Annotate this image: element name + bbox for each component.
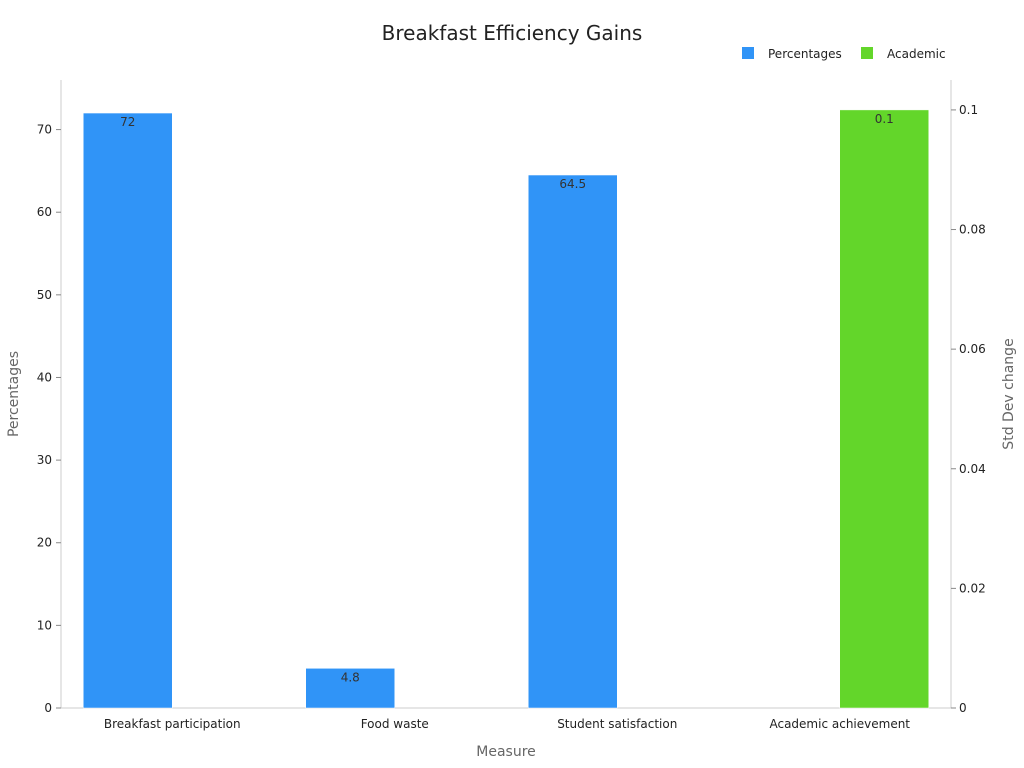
bar-data-label: 64.5 — [559, 177, 586, 191]
category-label: Academic achievement — [769, 717, 910, 731]
left-tick-label: 70 — [37, 123, 52, 137]
left-axis-ticks: 0 10 20 30 40 50 60 70 — [37, 123, 61, 715]
y2-axis-label: Std Dev change — [1001, 338, 1017, 449]
left-tick-label: 0 — [44, 701, 52, 715]
legend: Percentages Academic — [742, 47, 946, 61]
right-tick-label: 0.04 — [959, 462, 986, 476]
legend-swatch-percentages — [742, 47, 754, 59]
bar-academic — [839, 109, 929, 709]
left-tick-label: 30 — [37, 453, 52, 467]
right-tick-label: 0.02 — [959, 581, 986, 595]
left-tick-label: 40 — [37, 370, 52, 384]
category-label: Food waste — [361, 717, 429, 731]
right-tick-label: 0.1 — [959, 103, 978, 117]
legend-swatch-academic — [861, 47, 873, 59]
category-label: Student satisfaction — [557, 717, 677, 731]
category-labels: Breakfast participation Food waste Student… — [104, 717, 910, 731]
left-tick-label: 60 — [37, 205, 52, 219]
bar-percentages — [305, 668, 395, 709]
x-axis-label: Measure — [476, 744, 536, 760]
right-axis-ticks: 0 0.02 0.04 0.06 0.08 0.1 — [951, 103, 986, 715]
bar-percentages — [83, 112, 173, 709]
right-tick-label: 0 — [959, 701, 967, 715]
right-tick-label: 0.06 — [959, 342, 986, 356]
chart-title: Breakfast Efficiency Gains — [382, 21, 643, 45]
legend-label-percentages: Percentages — [768, 47, 842, 61]
y-axis-label: Percentages — [6, 351, 22, 437]
bars: 72 4.8 64.5 0.1 — [83, 109, 929, 709]
left-tick-label: 50 — [37, 288, 52, 302]
bar-percentages — [528, 174, 618, 709]
left-tick-label: 10 — [37, 618, 52, 632]
bar-data-label: 72 — [120, 115, 135, 129]
bar-data-label: 0.1 — [875, 112, 894, 126]
right-tick-label: 0.08 — [959, 223, 986, 237]
left-tick-label: 20 — [37, 536, 52, 550]
category-label: Breakfast participation — [104, 717, 241, 731]
legend-label-academic: Academic — [887, 47, 946, 61]
bar-data-label: 4.8 — [341, 670, 360, 684]
